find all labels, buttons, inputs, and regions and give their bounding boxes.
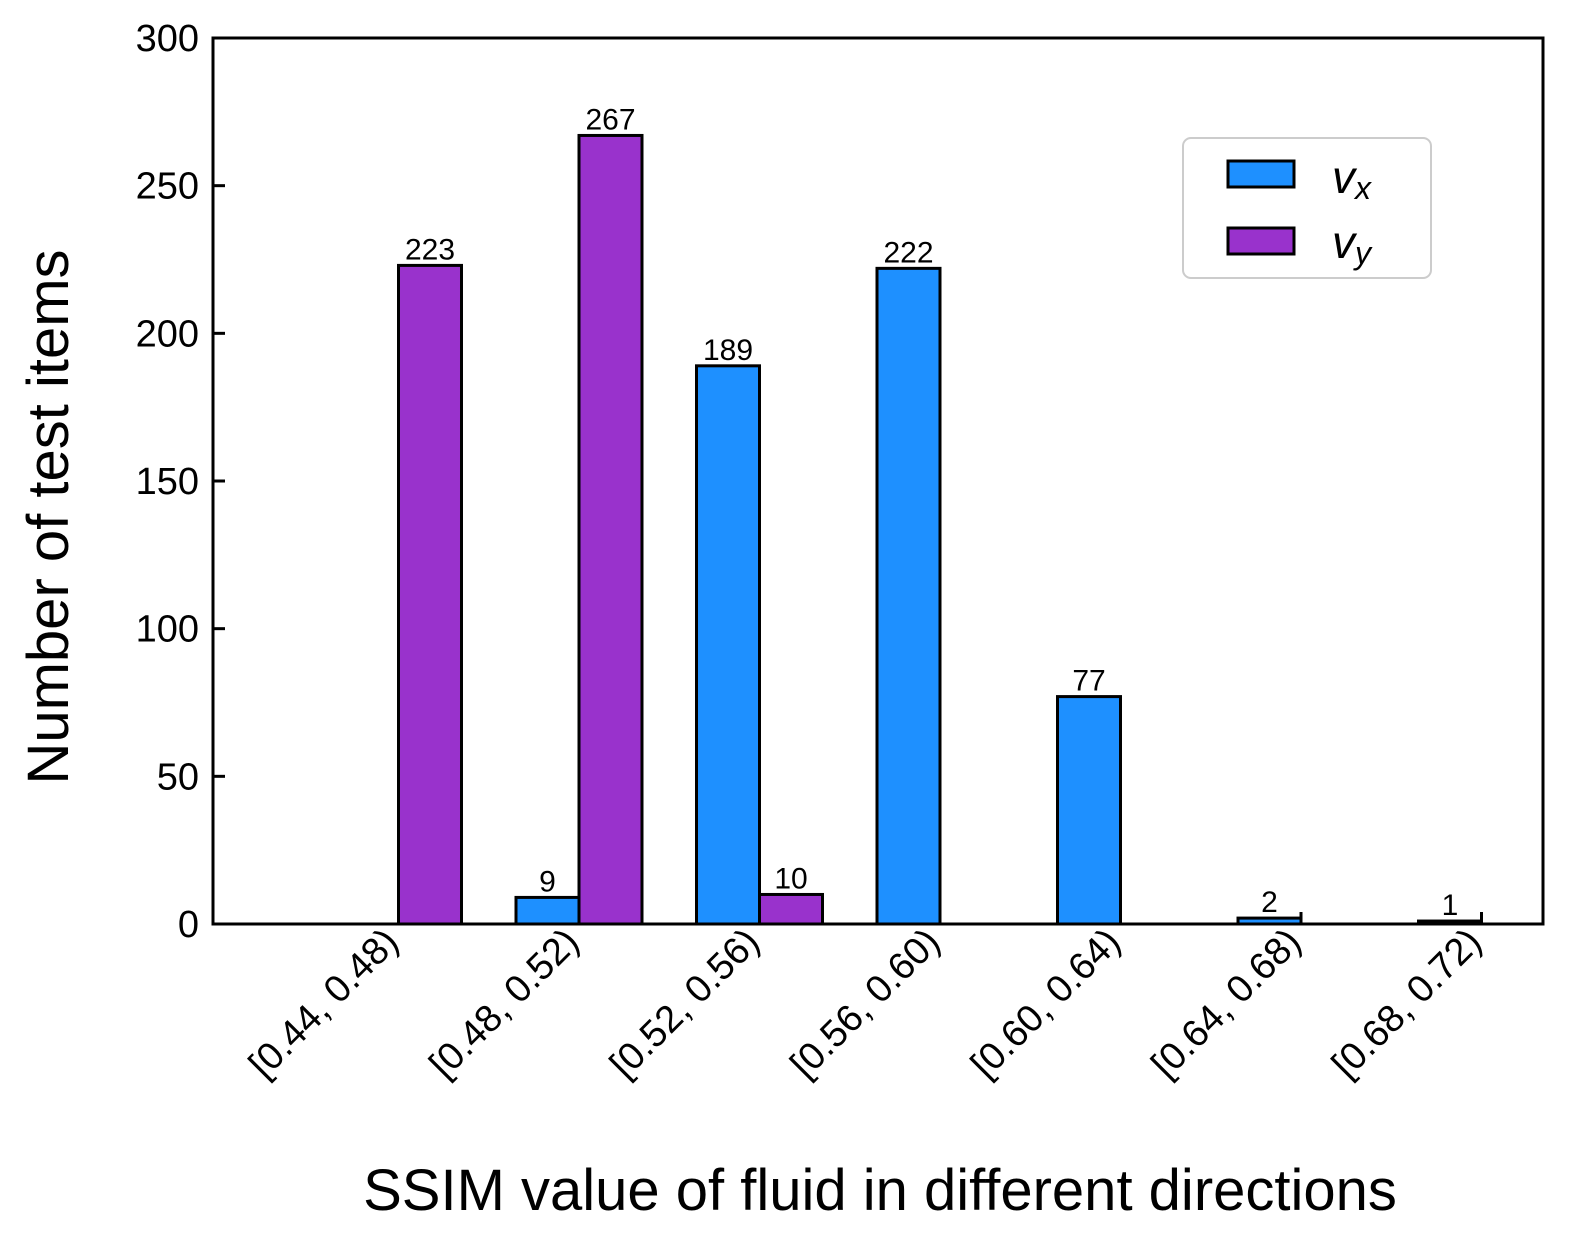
bar-vx-2 — [695, 364, 761, 926]
y-tick-label-0: 0 — [178, 904, 199, 946]
bar-vx-1 — [514, 895, 581, 926]
bar-vx-4 — [1056, 695, 1122, 926]
data-label-vy-1: 267 — [585, 103, 635, 136]
legend: vx vy — [1182, 137, 1432, 279]
x-tick-label-1: [0.48, 0.52) — [422, 921, 588, 1087]
legend-label-vx: vx — [1332, 151, 1372, 206]
x-tick-label-4: [0.60, 0.64) — [963, 921, 1129, 1087]
y-tick-label-150: 150 — [136, 461, 199, 503]
bars-group — [397, 133, 1483, 926]
y-tick-label-250: 250 — [136, 166, 199, 208]
bar-vx-3 — [875, 266, 942, 926]
y-tick-label-100: 100 — [136, 609, 199, 651]
data-label-vx-4: 77 — [1072, 665, 1105, 698]
x-tick-label-2: [0.52, 0.56) — [602, 921, 768, 1087]
bar-vy-0 — [397, 263, 463, 926]
x-axis-label: SSIM value of fluid in different directi… — [363, 1158, 1397, 1223]
x-tick-label-0: [0.44, 0.48) — [241, 921, 407, 1087]
bar-vy-1 — [577, 133, 644, 926]
data-label-vx-6: 1 — [1442, 889, 1459, 922]
y-tick-label-300: 300 — [136, 18, 199, 60]
legend-box — [1182, 137, 1432, 279]
x-tick-label-6: [0.68, 0.72) — [1324, 921, 1490, 1087]
data-label-vx-2: 189 — [703, 334, 753, 367]
x-tick-label-5: [0.64, 0.68) — [1144, 921, 1310, 1087]
legend-swatch-vx — [1226, 159, 1296, 189]
data-label-vx-5: 2 — [1261, 886, 1278, 919]
x-axis: [0.44, 0.48) [0.48, 0.52) [0.52, 0.56) [0.5… — [241, 912, 1490, 1086]
legend-swatch-vy — [1226, 226, 1296, 256]
bar-vy-2 — [758, 892, 824, 926]
x-tick-label-3: [0.56, 0.60) — [783, 921, 949, 1087]
y-axis-label: Number of test items — [16, 249, 81, 784]
y-tick-label-50: 50 — [157, 756, 199, 798]
data-labels-group: 223 9 267 189 10 222 77 2 1 — [405, 103, 1458, 922]
data-label-vx-1: 9 — [539, 865, 556, 898]
y-tick-label-200: 200 — [136, 313, 199, 355]
legend-label-vy: vy — [1332, 216, 1373, 271]
data-label-vy-0: 223 — [405, 233, 455, 266]
data-label-vy-2: 10 — [774, 862, 807, 895]
data-label-vx-3: 222 — [883, 236, 933, 269]
y-axis: 0 50 100 150 200 250 300 — [136, 18, 225, 946]
